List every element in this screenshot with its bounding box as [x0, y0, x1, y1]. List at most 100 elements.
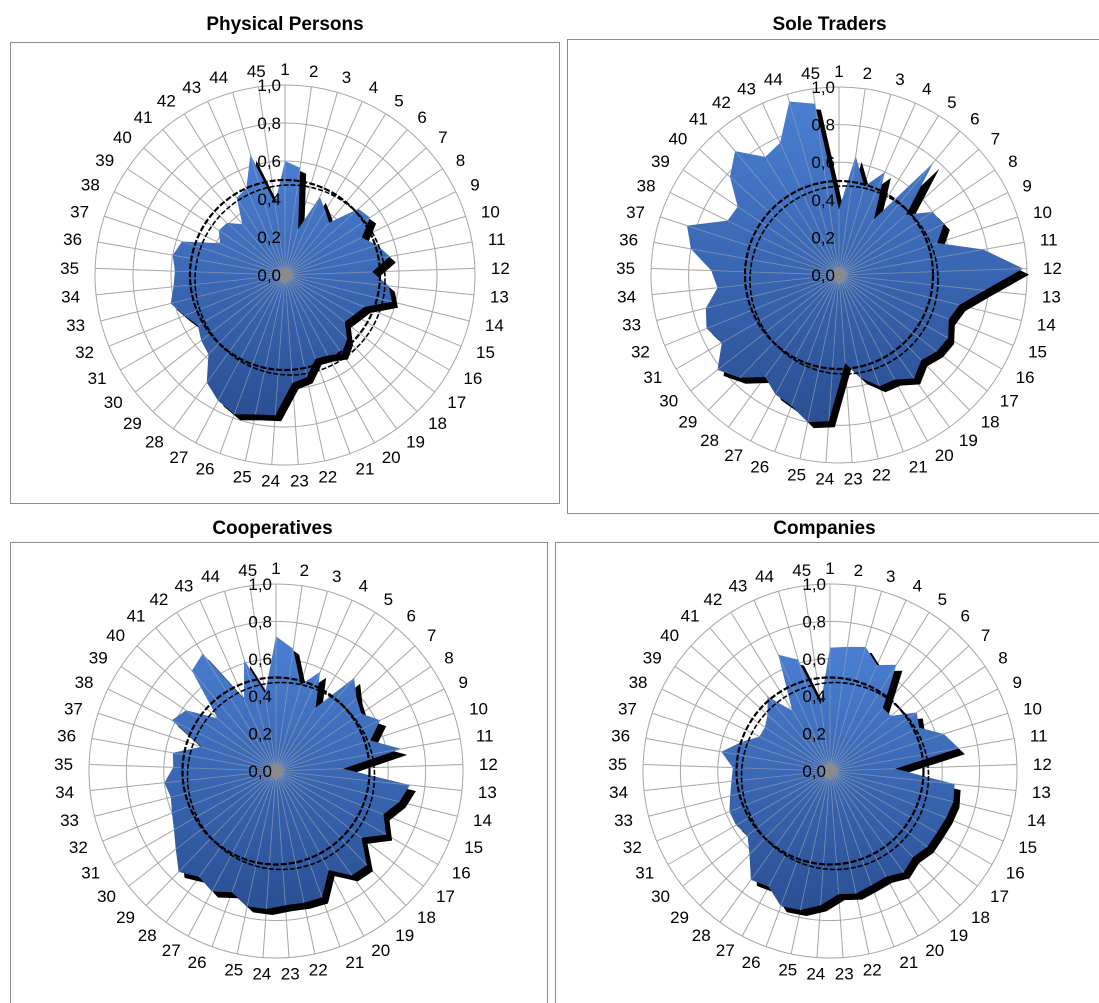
spoke-overlay — [792, 710, 831, 772]
category-label: 38 — [75, 673, 94, 692]
spoke-overlay — [829, 770, 947, 819]
spoke-overlay — [170, 274, 286, 304]
spoke-overlay — [767, 696, 831, 772]
spoke-overlay — [829, 770, 938, 834]
spoke-overlay — [284, 208, 359, 276]
radial-tick-label: 0,8 — [257, 114, 281, 133]
category-label: 41 — [134, 108, 153, 127]
spoke-overlay — [829, 770, 955, 785]
data-point-32 — [727, 810, 731, 814]
category-label: 14 — [1027, 811, 1046, 830]
category-label: 29 — [670, 908, 689, 927]
spoke-overlay — [721, 751, 831, 772]
radial-tick-label: 1,0 — [248, 575, 272, 594]
category-label: 27 — [716, 941, 735, 960]
category-label: 13 — [1032, 783, 1051, 802]
spoke-overlay — [284, 167, 301, 276]
spoke-overlay — [275, 648, 294, 772]
data-point-32 — [170, 811, 174, 815]
category-label: 38 — [637, 177, 656, 196]
category-label: 12 — [479, 755, 498, 774]
category-label: 39 — [95, 151, 114, 170]
category-label: 17 — [447, 393, 466, 412]
category-label: 3 — [332, 567, 341, 586]
category-label: 28 — [700, 431, 719, 450]
category-label: 34 — [61, 288, 80, 307]
category-label: 6 — [417, 108, 426, 127]
category-label: 23 — [835, 965, 854, 984]
spoke-overlay — [731, 770, 831, 782]
reference-circle — [181, 676, 371, 866]
spoke-overlay — [838, 274, 960, 306]
category-label: 25 — [233, 468, 252, 487]
category-label: 3 — [342, 68, 351, 87]
reference-circle — [188, 178, 382, 372]
category-label: 5 — [394, 91, 403, 110]
category-label: 19 — [959, 431, 978, 450]
spoke-overlay — [284, 217, 371, 276]
spoke-overlay — [838, 223, 944, 276]
category-label: 18 — [417, 908, 436, 927]
chart-title: Physical Persons — [206, 14, 364, 35]
spoke-overlay — [284, 256, 390, 276]
spoke-overlay — [727, 220, 840, 276]
spoke-overlay — [173, 767, 277, 772]
spoke-overlay — [185, 710, 277, 772]
spoke-overlay — [829, 707, 884, 772]
radial-tick-label: 0,6 — [257, 152, 281, 171]
spoke-overlay — [284, 274, 316, 360]
spoke-overlay — [246, 770, 277, 907]
spoke-overlay — [275, 770, 323, 898]
spoke-overlay — [814, 103, 840, 276]
spoke-overlay — [829, 664, 897, 772]
data-point-16 — [946, 336, 950, 340]
category-label: 7 — [438, 128, 447, 147]
category-label: 2 — [863, 64, 872, 83]
spoke-overlay — [275, 770, 286, 906]
data-point-26 — [779, 904, 783, 908]
category-label: 31 — [81, 864, 100, 883]
radial-tick-label: 0,6 — [811, 153, 835, 172]
radial-tick-label: 0,2 — [802, 725, 826, 744]
spoke-overlay — [717, 274, 840, 371]
spoke-overlay — [275, 748, 402, 772]
spoke-overlay — [202, 653, 277, 772]
reference-circle — [735, 676, 925, 866]
category-label: 12 — [1043, 259, 1062, 278]
category-label: 37 — [64, 699, 83, 718]
spoke-overlay — [767, 714, 831, 772]
reference-circle-shadow — [749, 185, 939, 375]
spoke-overlay — [217, 274, 286, 402]
category-label: 23 — [281, 965, 300, 984]
category-label: 40 — [660, 626, 679, 645]
category-label: 36 — [63, 230, 82, 249]
spoke-overlay — [284, 222, 330, 276]
category-label: 9 — [1022, 177, 1031, 196]
spoke-overlay — [184, 274, 286, 316]
category-label: 30 — [651, 887, 670, 906]
category-label: 6 — [970, 110, 979, 129]
category-label: 44 — [201, 567, 220, 586]
spoke-overlay — [764, 274, 840, 378]
category-label: 42 — [149, 590, 168, 609]
radial-tick-label: 0,6 — [248, 650, 272, 669]
category-label: 42 — [712, 93, 731, 112]
spoke-overlay — [284, 229, 299, 276]
category-label: 26 — [188, 953, 207, 972]
category-label: 1 — [825, 559, 834, 578]
spoke-overlay — [838, 186, 865, 276]
spoke-overlay — [838, 274, 949, 339]
category-label: 23 — [844, 470, 863, 489]
category-label: 33 — [60, 811, 79, 830]
data-point-43 — [778, 141, 782, 145]
spoke-overlay — [779, 142, 840, 276]
category-label: 37 — [70, 202, 89, 221]
radial-tick-label: 0,0 — [257, 266, 281, 285]
category-label: 44 — [209, 68, 228, 87]
category-label: 37 — [626, 203, 645, 222]
category-label: 22 — [872, 466, 891, 485]
category-label: 11 — [488, 230, 506, 249]
radial-tick-label: 0,6 — [802, 650, 826, 669]
category-label: 25 — [787, 466, 806, 485]
spoke-overlay — [173, 274, 286, 288]
